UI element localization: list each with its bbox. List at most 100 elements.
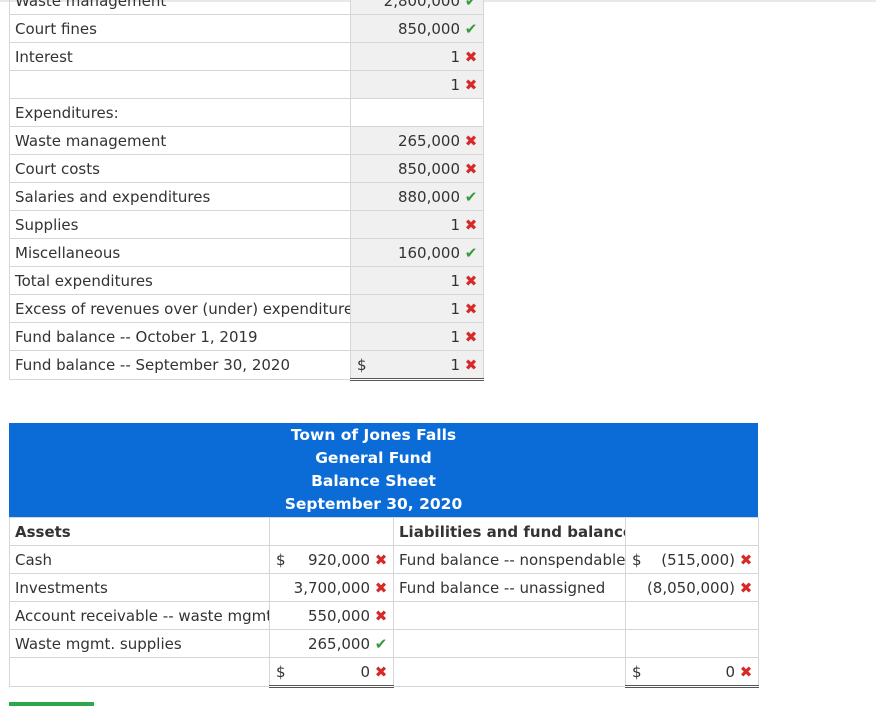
balance-sheet-header: Town of Jones Falls General Fund Balance… bbox=[9, 423, 758, 517]
currency-symbol: $ bbox=[357, 355, 367, 374]
cross-icon: ✖ bbox=[374, 550, 388, 569]
check-icon: ✔ bbox=[374, 634, 388, 653]
amount-value: 0 bbox=[725, 662, 735, 681]
amount-input[interactable]: 1 ✖ bbox=[350, 210, 484, 239]
amount-value: 1 bbox=[450, 299, 460, 318]
table-row: Supplies 1 ✖ bbox=[9, 210, 484, 239]
row-label: Court costs bbox=[9, 154, 351, 183]
currency-symbol: $ bbox=[632, 550, 642, 569]
table-row: Account receivable -- waste mgmt. 550,000… bbox=[9, 601, 759, 630]
amount-value: 1 bbox=[450, 327, 460, 346]
amount-value: 550,000 bbox=[307, 606, 370, 625]
row-label: Interest bbox=[9, 42, 351, 71]
cross-icon: ✖ bbox=[464, 159, 478, 178]
asset-amount-input[interactable]: 550,000 ✖ bbox=[269, 601, 394, 630]
row-label: Excess of revenues over (under) expendit… bbox=[9, 294, 351, 323]
cross-icon: ✖ bbox=[374, 606, 388, 625]
total-assets-input[interactable]: $0 ✖ bbox=[269, 657, 394, 688]
row-label[interactable] bbox=[9, 70, 351, 99]
amount-value: (515,000) bbox=[661, 550, 735, 569]
fund-name: General Fund bbox=[315, 449, 432, 467]
amount-input[interactable]: 1 ✖ bbox=[350, 294, 484, 323]
table-row: Interest 1 ✖ bbox=[9, 42, 484, 71]
amount-value: 1 bbox=[450, 47, 460, 66]
liability-label[interactable] bbox=[393, 601, 626, 630]
amount-value: 1 bbox=[450, 75, 460, 94]
cross-icon: ✖ bbox=[464, 271, 478, 290]
amount-value: 265,000 bbox=[307, 634, 370, 653]
table-row: Court fines 850,000 ✔ bbox=[9, 14, 484, 43]
cross-icon: ✖ bbox=[464, 215, 478, 234]
row-label: Salaries and expenditures bbox=[9, 182, 351, 211]
amount-input[interactable]: 850,000 ✔ bbox=[350, 14, 484, 43]
asset-amount-input[interactable]: 265,000 ✔ bbox=[269, 629, 394, 658]
amount-input[interactable]: 1 ✖ bbox=[350, 70, 484, 99]
assets-header: Assets bbox=[9, 517, 270, 546]
currency-symbol: $ bbox=[632, 662, 642, 681]
empty-cell bbox=[269, 517, 394, 546]
liability-amount-input[interactable] bbox=[625, 601, 759, 630]
cross-icon: ✖ bbox=[464, 75, 478, 94]
table-row: Waste mgmt. supplies 265,000 ✔ bbox=[9, 629, 759, 658]
check-icon: ✔ bbox=[464, 187, 478, 206]
check-icon: ✔ bbox=[464, 243, 478, 262]
table-row: 1 ✖ bbox=[9, 70, 484, 99]
statement-name: Balance Sheet bbox=[311, 472, 436, 490]
cross-icon: ✖ bbox=[464, 299, 478, 318]
header-row: Assets Liabilities and fund balance bbox=[9, 517, 759, 546]
empty-cell bbox=[393, 657, 626, 687]
amount-value: 160,000 bbox=[397, 243, 460, 262]
income-statement-table: Waste management 2,800,000 ✔ Court fines 850… bbox=[9, 0, 484, 381]
empty-cell bbox=[9, 657, 270, 687]
row-label: Supplies bbox=[9, 210, 351, 239]
empty-cell bbox=[625, 517, 759, 546]
amount-input[interactable]: 2,800,000 ✔ bbox=[350, 0, 484, 15]
asset-amount-input[interactable]: $920,000 ✖ bbox=[269, 545, 394, 574]
amount-input[interactable]: $1 ✖ bbox=[350, 350, 484, 381]
amount-value: (8,050,000) bbox=[646, 578, 735, 597]
table-row: Excess of revenues over (under) expendit… bbox=[9, 294, 484, 323]
liability-amount-input[interactable] bbox=[625, 629, 759, 658]
asset-amount-input[interactable]: 3,700,000 ✖ bbox=[269, 573, 394, 602]
cross-icon: ✖ bbox=[739, 550, 753, 569]
total-liabilities-input[interactable]: $0 ✖ bbox=[625, 657, 759, 688]
empty-cell bbox=[350, 98, 484, 127]
liabilities-header: Liabilities and fund balance bbox=[393, 517, 626, 546]
liability-label[interactable] bbox=[393, 629, 626, 658]
amount-value: 920,000 bbox=[307, 550, 370, 569]
amount-input[interactable]: 265,000 ✖ bbox=[350, 126, 484, 155]
table-row: Investments 3,700,000 ✖ Fund balance -- una… bbox=[9, 573, 759, 602]
asset-label: Investments bbox=[9, 573, 270, 602]
table-row: Court costs 850,000 ✖ bbox=[9, 154, 484, 183]
asset-label: Account receivable -- waste mgmt. bbox=[9, 601, 270, 630]
amount-value: 1 bbox=[450, 271, 460, 290]
table-row: Salaries and expenditures 880,000 ✔ bbox=[9, 182, 484, 211]
cross-icon: ✖ bbox=[739, 662, 753, 681]
balance-sheet-table: Assets Liabilities and fund balance Cash $9… bbox=[9, 517, 759, 688]
check-icon: ✔ bbox=[464, 19, 478, 38]
amount-input[interactable]: 1 ✖ bbox=[350, 322, 484, 351]
liability-label: Fund balance -- unassigned bbox=[393, 573, 626, 602]
asset-label: Waste mgmt. supplies bbox=[9, 629, 270, 658]
amount-value: 265,000 bbox=[397, 131, 460, 150]
row-label: Waste management bbox=[9, 0, 351, 15]
totals-row: $0 ✖ $0 ✖ bbox=[9, 657, 759, 688]
amount-value: 2,800,000 bbox=[383, 0, 460, 10]
amount-input[interactable]: 880,000 ✔ bbox=[350, 182, 484, 211]
table-row: Expenditures: bbox=[9, 98, 484, 127]
amount-input[interactable]: 850,000 ✖ bbox=[350, 154, 484, 183]
company-name: Town of Jones Falls bbox=[290, 426, 457, 444]
amount-input[interactable]: 1 ✖ bbox=[350, 42, 484, 71]
row-label: Miscellaneous bbox=[9, 238, 351, 267]
amount-input[interactable]: 1 ✖ bbox=[350, 266, 484, 295]
table-row: Total expenditures 1 ✖ bbox=[9, 266, 484, 295]
table-row: Fund balance -- September 30, 2020 $1 ✖ bbox=[9, 350, 484, 381]
liability-amount-input[interactable]: $ (515,000) ✖ bbox=[625, 545, 759, 574]
submit-button-edge[interactable] bbox=[9, 702, 94, 706]
amount-input[interactable]: 160,000 ✔ bbox=[350, 238, 484, 267]
liability-amount-input[interactable]: (8,050,000) ✖ bbox=[625, 573, 759, 602]
row-label: Fund balance -- October 1, 2019 bbox=[9, 322, 351, 351]
table-row: Miscellaneous 160,000 ✔ bbox=[9, 238, 484, 267]
statement-date: September 30, 2020 bbox=[284, 495, 463, 513]
cross-icon: ✖ bbox=[374, 578, 388, 597]
